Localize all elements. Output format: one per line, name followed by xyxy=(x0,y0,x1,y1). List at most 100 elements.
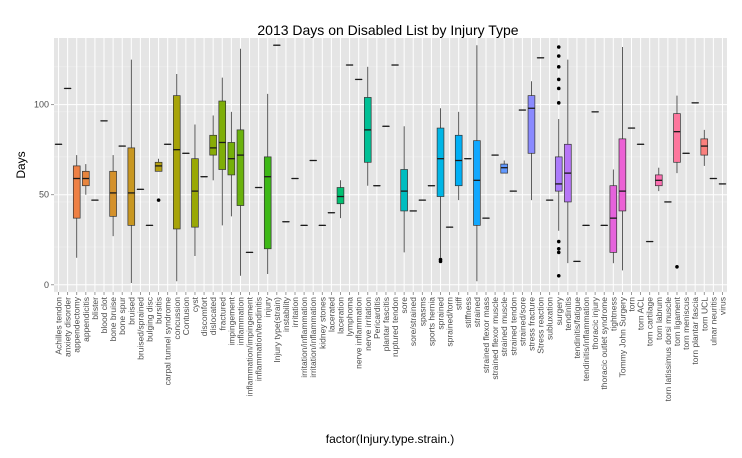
boxplot-52 xyxy=(527,81,536,201)
x-tick-label: sports hernia xyxy=(426,297,436,346)
boxplot-6 xyxy=(109,155,117,237)
x-tick-label: stress fracture xyxy=(526,297,536,351)
x-tick-label: thoracic injury xyxy=(590,296,600,349)
x-tick-label: thoracic outlet syndrome xyxy=(599,297,609,390)
box xyxy=(209,134,217,156)
x-tick-label: bruised xyxy=(126,297,136,325)
boxplot-13 xyxy=(173,74,181,282)
x-tick-label: tightness xyxy=(608,297,618,331)
outlier-point xyxy=(675,264,679,269)
box xyxy=(154,161,163,172)
x-tick-label: Contusion xyxy=(181,297,191,336)
outlier-point xyxy=(438,257,443,262)
x-tick-label: torn meniscus xyxy=(681,297,691,350)
boxplots xyxy=(54,44,727,283)
x-tick-label: torn ligament xyxy=(672,296,682,346)
box xyxy=(218,100,227,170)
x-tick-label: fractured xyxy=(217,297,227,331)
box xyxy=(436,127,445,197)
outlier-point xyxy=(556,273,561,278)
outlier-point xyxy=(556,77,561,82)
x-tick-label: torn ACL xyxy=(636,297,646,330)
x-tick-label: bone bruise xyxy=(108,297,118,342)
outlier-point xyxy=(556,65,561,69)
chart-title: 2013 Days on Disabled List by Injury Typ… xyxy=(257,22,518,38)
box xyxy=(263,156,272,250)
x-tick-label: tendinitis/inflammation xyxy=(581,297,591,381)
boxplot-2 xyxy=(72,155,81,258)
boxplot-15 xyxy=(191,124,199,256)
x-tick-label: tendinitis xyxy=(563,297,573,331)
box xyxy=(673,113,681,163)
boxplot-8 xyxy=(127,59,136,283)
boxplot-11 xyxy=(154,158,163,202)
x-tick-label: strained muscle xyxy=(499,297,509,357)
x-tick-label: sprained/torn xyxy=(445,297,455,347)
boxplot-62 xyxy=(618,47,627,271)
x-tick-label: ulnar neuritis xyxy=(708,297,718,346)
x-tick-label: anxiety disorder xyxy=(63,297,73,357)
box xyxy=(618,138,627,212)
x-tick-label: torn xyxy=(627,297,637,312)
box xyxy=(527,95,536,154)
boxplot-18 xyxy=(218,77,227,226)
outlier-point xyxy=(556,86,561,91)
box xyxy=(500,163,508,174)
box xyxy=(236,129,245,206)
boxplot-46 xyxy=(473,45,481,282)
x-tick-label: nerve inflammation xyxy=(354,297,364,369)
x-tick-label: spasms xyxy=(417,297,427,326)
x-tick-label: sore/strained xyxy=(408,297,418,346)
x-tick-label: subluxation xyxy=(545,297,555,340)
boxplot-17 xyxy=(209,115,217,181)
x-tick-label: strained flexor muscle xyxy=(490,297,500,380)
y-tick-label: 50 xyxy=(39,190,49,200)
x-tick-label: torn plantar fascia xyxy=(690,297,700,365)
boxplot-3 xyxy=(82,164,90,195)
boxplot-19 xyxy=(227,111,236,217)
x-tick-label: stiff xyxy=(454,296,464,310)
x-tick-label: Pericarditis xyxy=(372,297,382,339)
box xyxy=(173,95,181,230)
box xyxy=(554,156,563,192)
boxplot-56 xyxy=(564,59,572,264)
box xyxy=(191,158,199,228)
y-tick-label: 100 xyxy=(34,100,49,110)
boxplot-31 xyxy=(336,180,345,219)
box xyxy=(336,187,345,205)
boxplot-42 xyxy=(436,108,445,264)
box xyxy=(127,147,136,226)
x-tick-label: tendinitis/fatigue xyxy=(572,297,582,359)
x-tick-label: laceration xyxy=(335,297,345,334)
box xyxy=(609,185,618,253)
outlier-point xyxy=(556,246,561,251)
x-tick-label: stiffness xyxy=(463,297,473,328)
x-tick-label: sprained xyxy=(436,297,446,330)
x-tick-label: bulging disc xyxy=(144,296,154,342)
x-tick-label: discomfort xyxy=(199,296,209,336)
x-tick-label: inflammation xyxy=(235,297,245,345)
x-tick-label: Tommy John Surgery xyxy=(617,296,627,377)
x-tick-label: nerve irritation xyxy=(363,297,373,351)
x-tick-label: Stress reaction xyxy=(536,297,546,354)
x-tick-label: lacerated xyxy=(326,297,336,332)
boxplot-23 xyxy=(263,93,272,274)
x-tick-label: strained flexor mass xyxy=(481,297,491,373)
box xyxy=(400,169,408,212)
x-tick-label: torn cartilage xyxy=(645,297,655,346)
outlier-point xyxy=(556,239,561,244)
x-tick-label: irritation/inflammation xyxy=(299,297,309,378)
x-tick-label: cyst xyxy=(190,296,200,312)
boxplot-49 xyxy=(500,160,508,174)
x-tick-label: irritation xyxy=(290,297,300,328)
box xyxy=(700,138,709,156)
y-tick-label: 0 xyxy=(44,280,49,290)
x-axis-title: factor(Injury.type.strain.) xyxy=(326,432,454,446)
x-tick-label: strained/sore xyxy=(517,297,527,346)
y-axis-title: Days xyxy=(14,151,28,178)
x-tick-label: appendectomy xyxy=(72,296,82,353)
x-tick-label: torn UCL xyxy=(699,297,709,331)
boxplot-61 xyxy=(609,169,618,264)
x-tick-label: virus xyxy=(717,297,727,315)
